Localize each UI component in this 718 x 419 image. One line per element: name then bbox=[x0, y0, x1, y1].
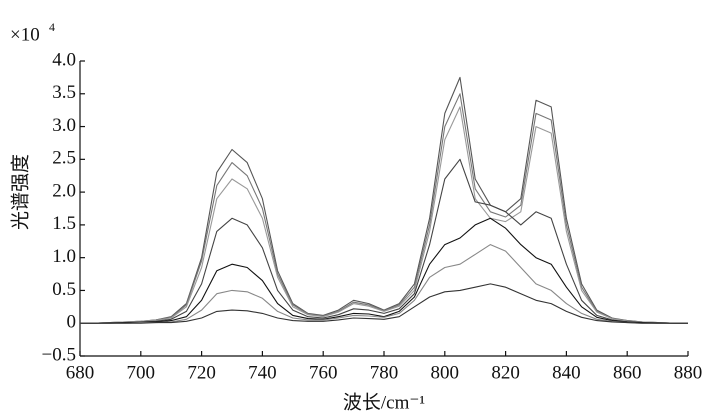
y-tick-label: 4.0 bbox=[52, 49, 76, 70]
spectrum-line bbox=[80, 76, 688, 324]
y-tick-label: 1.5 bbox=[52, 213, 76, 234]
spectrum-line bbox=[80, 93, 688, 324]
y-tick-label: −0.5 bbox=[42, 344, 76, 365]
y-scale-base: ×10 bbox=[10, 24, 40, 45]
spectrum-line bbox=[80, 244, 688, 324]
x-tick-label: 700 bbox=[127, 362, 156, 383]
y-tick-label: 3.0 bbox=[52, 115, 76, 136]
spectrum-line bbox=[80, 158, 688, 324]
y-tick-label: 2.0 bbox=[52, 180, 76, 201]
x-tick-label: 720 bbox=[187, 362, 216, 383]
x-tick-label: 800 bbox=[431, 362, 460, 383]
y-tick-label: 0 bbox=[67, 312, 77, 333]
spectrum-line bbox=[80, 283, 688, 324]
x-tick-label: 780 bbox=[370, 362, 399, 383]
y-axis-label: 光谱强度 bbox=[9, 154, 31, 230]
x-tick-label: 820 bbox=[491, 362, 520, 383]
x-tick-label: 680 bbox=[66, 362, 95, 383]
y-tick-label: 1.0 bbox=[52, 246, 76, 267]
x-tick-label: 860 bbox=[613, 362, 642, 383]
x-axis-label: 波长/cm⁻¹ bbox=[343, 391, 426, 413]
y-tick-label: 3.5 bbox=[52, 82, 76, 103]
x-tick-label: 880 bbox=[674, 362, 703, 383]
x-tick-label: 840 bbox=[552, 362, 581, 383]
y-tick-label: 2.5 bbox=[52, 148, 76, 169]
spectrum-line bbox=[80, 217, 688, 324]
y-tick-label: 0.5 bbox=[52, 279, 76, 300]
spectrum-line bbox=[80, 106, 688, 324]
x-tick-label: 740 bbox=[248, 362, 277, 383]
y-scale-exponent: 4 bbox=[49, 20, 55, 34]
x-tick-label: 760 bbox=[309, 362, 338, 383]
